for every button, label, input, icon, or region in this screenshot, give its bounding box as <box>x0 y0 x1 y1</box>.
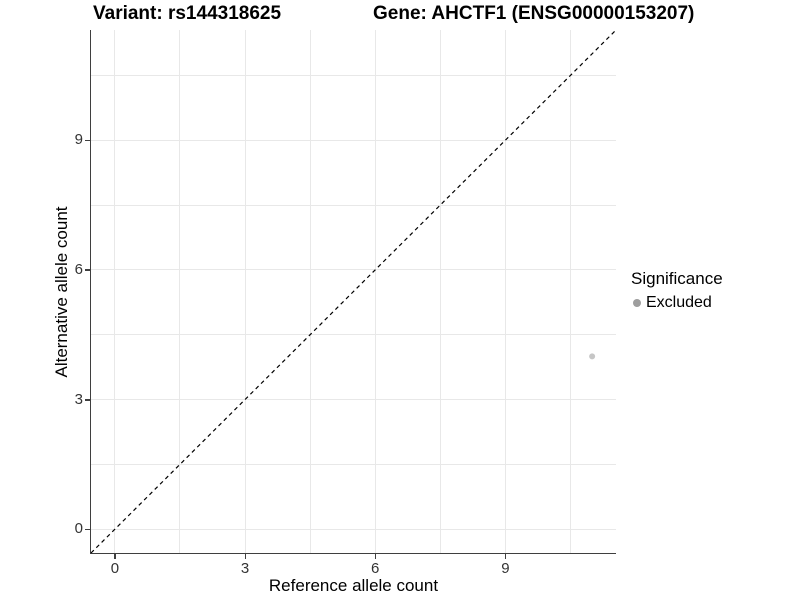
x-tick-label: 3 <box>240 560 250 577</box>
x-tick-label: 0 <box>110 560 120 577</box>
legend-item-label: Excluded <box>646 294 712 311</box>
legend-point-icon <box>633 298 641 307</box>
legend-item-excluded: Excluded <box>631 293 723 312</box>
x-tick-mark <box>114 553 116 559</box>
plot-svg-layer <box>90 29 617 554</box>
plot-panel: 0 3 6 9 0 3 6 9 <box>75 29 617 577</box>
y-tick-label: 3 <box>74 390 83 408</box>
legend: Significance Excluded <box>631 268 723 312</box>
y-tick-mark <box>85 528 91 531</box>
y-tick-label: 9 <box>74 131 83 149</box>
y-tick-mark <box>85 139 91 142</box>
data-point-excluded <box>589 353 596 360</box>
gene-title: Gene: AHCTF1 (ENSG00000153207) <box>373 3 695 24</box>
x-tick-label: 6 <box>371 560 380 577</box>
y-tick-label: 0 <box>74 520 83 538</box>
x-axis-title: Reference allele count <box>268 576 439 595</box>
y-tick-mark <box>85 399 91 401</box>
legend-title: Significance <box>631 269 723 288</box>
x-tick-mark <box>374 553 377 559</box>
x-tick-label: 9 <box>501 560 510 577</box>
variant-title: Variant: rs144318625 <box>93 3 282 24</box>
x-tick-mark <box>244 553 247 559</box>
y-tick-label: 6 <box>74 260 83 278</box>
identity-dashed-line <box>90 29 617 554</box>
y-tick-mark <box>85 269 91 271</box>
y-axis-title: Alternative allele count <box>52 206 71 378</box>
x-tick-mark <box>504 553 507 559</box>
